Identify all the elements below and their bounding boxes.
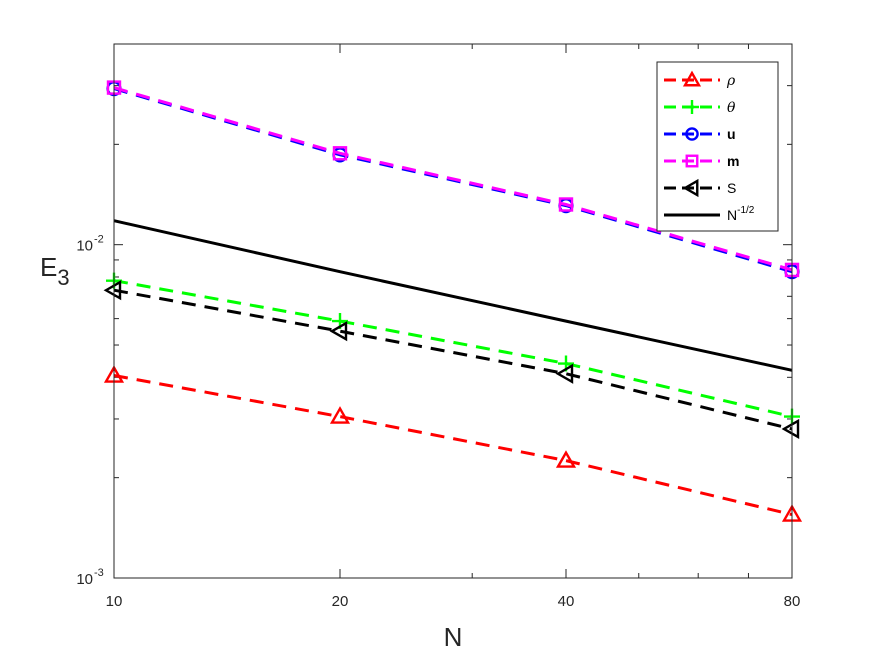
series-line-ref bbox=[113, 219, 793, 372]
series-line-rho bbox=[113, 374, 793, 517]
legend-label: θ bbox=[727, 100, 736, 116]
y-tick-label-base: 10 bbox=[76, 571, 93, 588]
x-tick-labels: 10 20 40 80 bbox=[106, 593, 801, 610]
y-tick-label: 10 -3 bbox=[76, 567, 103, 588]
legend-label: u bbox=[727, 126, 736, 142]
x-tick-label: 10 bbox=[106, 593, 123, 610]
series-line-S bbox=[113, 288, 793, 431]
marker-triangle-left bbox=[555, 363, 574, 384]
marker-triangle-left bbox=[682, 178, 699, 198]
marker-square bbox=[558, 197, 574, 212]
marker-square bbox=[332, 146, 348, 161]
legend-label-superscript: -1/2 bbox=[737, 205, 755, 216]
legend-entry-S: S bbox=[664, 178, 736, 198]
marker-triangle-up bbox=[329, 406, 351, 424]
marker-triangle-left bbox=[329, 321, 348, 342]
series-line-m bbox=[113, 86, 793, 272]
y-axis-label: E3 bbox=[40, 252, 70, 290]
marker-triangle-up bbox=[682, 70, 702, 87]
legend-entry-m: m bbox=[664, 153, 739, 169]
y-tick-label-exponent: -2 bbox=[94, 234, 104, 246]
marker-plus bbox=[685, 100, 699, 114]
y-tick-labels: 10-310-2 bbox=[76, 234, 103, 588]
marker-triangle-left bbox=[781, 418, 800, 440]
legend-label: m bbox=[727, 153, 739, 169]
y-tick-label: 10 -2 bbox=[76, 234, 103, 255]
y-tick-label-base: 10 bbox=[76, 238, 93, 255]
series-line-theta bbox=[113, 279, 793, 419]
marker-square bbox=[685, 154, 699, 168]
series-ref bbox=[113, 219, 793, 372]
x-axis-label: N bbox=[444, 622, 463, 652]
marker-triangle-up bbox=[555, 450, 577, 468]
marker-circle bbox=[685, 127, 699, 141]
x-tick-label: 20 bbox=[332, 593, 349, 610]
x-tick-label: 40 bbox=[558, 593, 575, 610]
legend-label: S bbox=[727, 180, 736, 196]
legend-entry-u: u bbox=[664, 126, 736, 142]
marker-triangle-left bbox=[103, 280, 122, 301]
legend-entry-rho: ρ bbox=[664, 70, 736, 89]
series-S bbox=[103, 280, 800, 440]
legend-box bbox=[656, 61, 779, 232]
y-axis-label-subscript: 3 bbox=[57, 265, 69, 290]
x-tick-label: 80 bbox=[784, 593, 801, 610]
y-tick-label-exponent: -3 bbox=[94, 567, 104, 579]
legend-label: ρ bbox=[726, 73, 736, 89]
legend-entry-theta: θ bbox=[664, 100, 736, 116]
plot-frame bbox=[113, 43, 793, 579]
y-axis-label-main: E bbox=[40, 252, 57, 282]
